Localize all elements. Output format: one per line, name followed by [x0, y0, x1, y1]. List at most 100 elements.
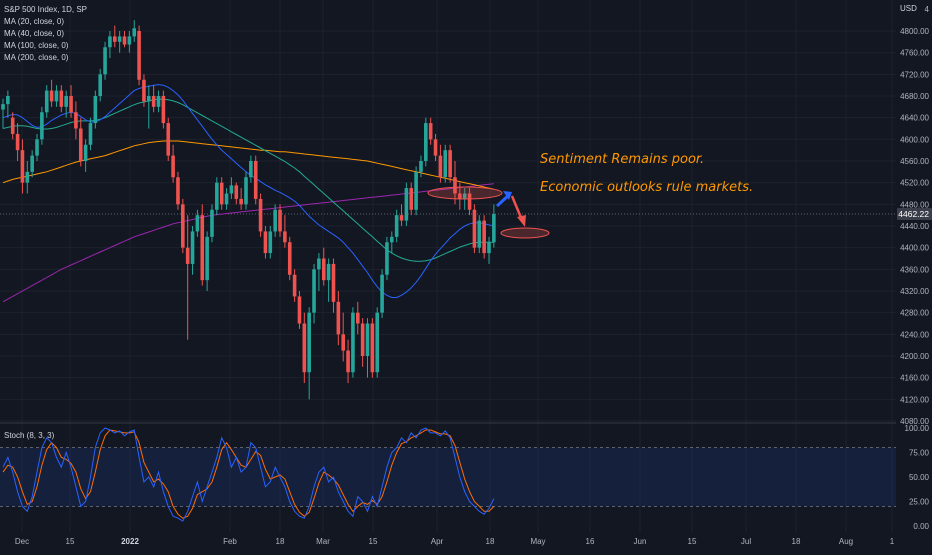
candle-body[interactable] [35, 139, 39, 156]
candle-body[interactable] [385, 242, 389, 275]
stoch-axis[interactable]: 100.00 75.00 50.00 25.00 0.00 [905, 424, 930, 531]
candle-body[interactable] [492, 214, 496, 243]
candle-body[interactable] [176, 177, 180, 205]
candle-body[interactable] [390, 236, 394, 243]
candle-body[interactable] [6, 96, 10, 105]
candle-body[interactable] [409, 188, 414, 210]
candle-body[interactable] [355, 312, 360, 324]
candle-body[interactable] [462, 193, 467, 199]
candle-body[interactable] [156, 96, 161, 107]
candle-body[interactable] [30, 155, 34, 172]
legend-ma100[interactable]: MA (100, close, 0) [4, 41, 69, 50]
candle-body[interactable] [10, 117, 15, 134]
candle-body[interactable] [15, 133, 20, 151]
stoch-legend[interactable]: Stoch (8, 3, 3) [4, 431, 55, 440]
candle-body[interactable] [375, 312, 380, 373]
candle-body[interactable] [244, 177, 248, 205]
annotation-sentiment[interactable]: Sentiment Remains poor. [540, 152, 705, 167]
legend-ma20[interactable]: MA (20, close, 0) [4, 17, 65, 26]
candle-body[interactable] [64, 96, 68, 107]
candle-body[interactable] [467, 193, 472, 210]
candle-body[interactable] [83, 144, 88, 161]
candlestick-series[interactable] [1, 20, 496, 400]
candle-body[interactable] [302, 323, 307, 373]
candle-body[interactable] [278, 209, 282, 232]
candle-body[interactable] [297, 296, 302, 324]
candle-body[interactable] [336, 301, 341, 335]
candle-body[interactable] [166, 123, 171, 156]
candle-body[interactable] [137, 31, 141, 80]
candle-body[interactable] [108, 36, 112, 48]
candle-body[interactable] [49, 90, 54, 102]
candle-body[interactable] [20, 150, 25, 183]
candle-body[interactable] [239, 198, 243, 205]
candle-body[interactable] [487, 242, 491, 254]
drawings[interactable] [427, 186, 550, 239]
candle-body[interactable] [234, 185, 239, 199]
candle-body[interactable] [263, 231, 268, 254]
candle-body[interactable] [458, 193, 462, 199]
candle-body[interactable] [215, 182, 219, 210]
candle-body[interactable] [258, 198, 263, 232]
candle-body[interactable] [117, 36, 122, 42]
candle-body[interactable] [438, 155, 443, 178]
candle-body[interactable] [132, 28, 137, 37]
price-axis[interactable]: 4800.00 4760.00 4720.00 4680.00 4640.00 4600.… [900, 27, 929, 426]
candle-body[interactable] [317, 258, 321, 270]
candle-body[interactable] [321, 258, 326, 281]
candle-body[interactable] [78, 128, 83, 162]
candle-body[interactable] [44, 90, 49, 113]
candle-body[interactable] [273, 209, 277, 232]
candle-body[interactable] [331, 263, 336, 302]
candle-body[interactable] [205, 236, 209, 281]
candle-body[interactable] [1, 104, 5, 110]
candle-body[interactable] [181, 204, 185, 248]
candle-body[interactable] [394, 215, 399, 237]
candle-body[interactable] [414, 171, 418, 210]
candle-body[interactable] [88, 123, 93, 145]
candle-body[interactable] [380, 274, 384, 313]
candle-body[interactable] [224, 193, 229, 205]
candle-body[interactable] [200, 215, 205, 281]
candle-body[interactable] [161, 96, 166, 124]
candle-body[interactable] [253, 161, 258, 199]
candle-body[interactable] [326, 263, 331, 281]
currency-badge[interactable]: USD [900, 4, 917, 13]
candle-body[interactable] [171, 155, 175, 178]
candle-body[interactable] [142, 79, 146, 102]
candle-body[interactable] [424, 123, 428, 161]
candle-body[interactable] [122, 36, 127, 45]
candle-body[interactable] [360, 323, 365, 357]
candle-body[interactable] [482, 220, 486, 254]
candle-body[interactable] [54, 90, 59, 102]
candle-body[interactable] [370, 323, 375, 373]
candle-body[interactable] [25, 171, 30, 183]
candle-body[interactable] [185, 247, 190, 264]
candle-body[interactable] [419, 161, 423, 172]
candle-body[interactable] [98, 74, 102, 96]
candle-body[interactable] [472, 209, 477, 248]
candle-body[interactable] [69, 96, 73, 113]
legend-ma40[interactable]: MA (40, close, 0) [4, 29, 65, 38]
candle-body[interactable] [307, 312, 311, 373]
candle-body[interactable] [453, 177, 457, 194]
candle-body[interactable] [341, 334, 345, 351]
candle-body[interactable] [287, 242, 292, 275]
candle-body[interactable] [365, 323, 370, 357]
candle-body[interactable] [40, 112, 44, 140]
candle-body[interactable] [147, 96, 151, 102]
candle-body[interactable] [74, 112, 78, 129]
time-axis[interactable]: Dec 15 2022 Feb 18 Mar 15 Apr 18 May 16 Jun 15 Jul 18 A… [15, 537, 895, 546]
target-ellipse[interactable] [500, 227, 550, 239]
candle-body[interactable] [190, 231, 195, 264]
candle-body[interactable] [103, 47, 107, 75]
candle-body[interactable] [346, 350, 350, 373]
candle-body[interactable] [249, 161, 253, 178]
candle-body[interactable] [404, 188, 409, 221]
candle-body[interactable] [283, 231, 287, 243]
candle-body[interactable] [59, 90, 64, 107]
candle-body[interactable] [428, 123, 433, 140]
candle-body[interactable] [93, 96, 98, 124]
